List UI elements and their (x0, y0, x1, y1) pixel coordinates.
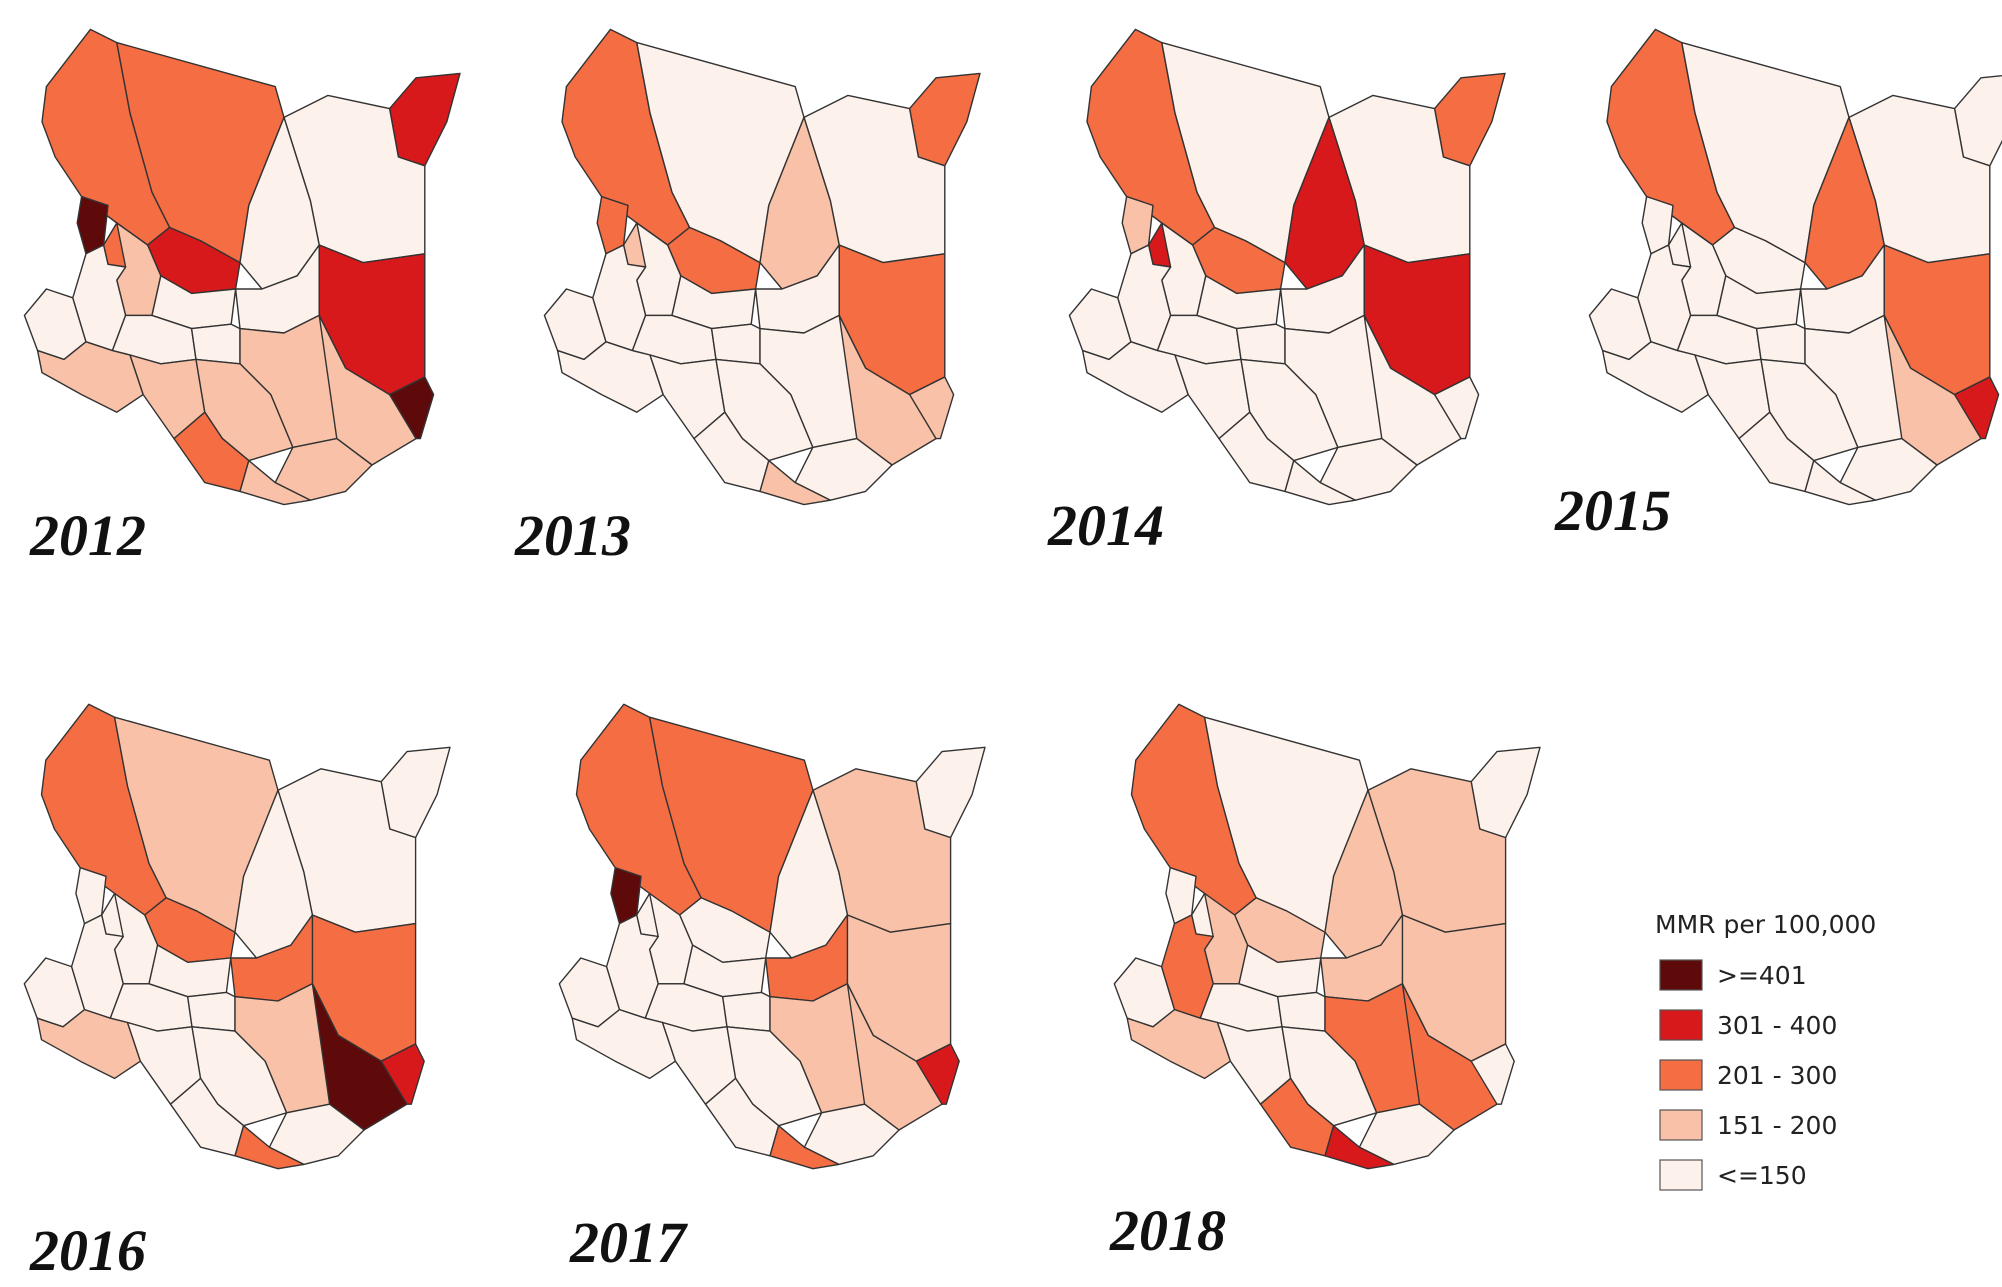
map-panel-2015: 2015 (1554, 28, 2002, 543)
map-panel-2013: 2013 (514, 28, 981, 568)
year-label-2015: 2015 (1554, 478, 1671, 543)
county-embu (1755, 323, 1806, 365)
county-mandera (1433, 72, 1506, 167)
county-embu (722, 991, 771, 1032)
county-marsabit (1681, 41, 1850, 264)
kenya-map-2018 (1113, 703, 1541, 1170)
year-label-2012: 2012 (29, 503, 146, 568)
legend-label-0: >=401 (1717, 961, 1807, 990)
county-lamu (388, 376, 435, 440)
county-mandera (1470, 746, 1541, 839)
map-panel-2016: 2016 (23, 703, 451, 1283)
county-nakuru (605, 914, 659, 1019)
county-mandera (908, 72, 981, 167)
legend-label-4: <=150 (1717, 1161, 1807, 1190)
county-mandera (915, 746, 986, 839)
legend-items: >=401 301 - 400 201 - 300 151 - 200 <=150 (1659, 959, 1837, 1191)
county-lamu (1433, 376, 1480, 440)
legend-swatch-2 (1659, 1059, 1703, 1091)
year-label-2018: 2018 (1109, 1198, 1226, 1263)
legend-swatch-0 (1659, 959, 1703, 991)
county-marsabit (648, 716, 814, 933)
map-panels: 2012 2013 2014 2015 2016 2017 2018 (23, 28, 2002, 1283)
county-marsabit (1203, 716, 1369, 933)
legend-label-2: 201 - 300 (1717, 1061, 1837, 1090)
county-lamu (1953, 376, 2000, 440)
map-panel-2014: 2014 (1047, 28, 1506, 558)
county-lamu (1470, 1043, 1515, 1105)
county-kwale (1324, 1125, 1395, 1170)
county-kwale (239, 459, 312, 506)
map-panel-2012: 2012 (23, 28, 461, 568)
legend-title: MMR per 100,000 (1655, 910, 1876, 939)
legend-label-1: 301 - 400 (1717, 1011, 1837, 1040)
kenya-map-2013 (543, 28, 981, 506)
county-kwale (769, 1125, 840, 1170)
county-marsabit (113, 716, 279, 933)
county-mandera (388, 72, 461, 167)
year-label-2014: 2014 (1047, 493, 1164, 558)
kenya-map-2016 (23, 703, 451, 1170)
county-nakuru (592, 244, 647, 352)
county-nakuru (70, 914, 124, 1019)
year-label-2013: 2013 (514, 503, 631, 568)
county-nakuru (1117, 244, 1172, 352)
map-panel-2018: 2018 (1109, 703, 1541, 1263)
year-label-2017: 2017 (569, 1210, 688, 1275)
kenya-map-2015 (1588, 28, 2002, 506)
county-kwale (1284, 459, 1357, 506)
kenya-map-2017 (558, 703, 986, 1170)
kenya-map-2012 (23, 28, 461, 506)
legend-swatch-3 (1659, 1109, 1703, 1141)
county-embu (1277, 991, 1326, 1032)
county-nakuru (1637, 244, 1692, 352)
map-panel-2017: 2017 (558, 703, 986, 1275)
kenya-map-2014 (1068, 28, 1506, 506)
county-embu (187, 991, 236, 1032)
legend-swatch-1 (1659, 1009, 1703, 1041)
county-lamu (915, 1043, 960, 1105)
county-lamu (380, 1043, 425, 1105)
year-label-2016: 2016 (29, 1218, 146, 1283)
county-embu (1235, 323, 1286, 365)
county-embu (710, 323, 761, 365)
county-nakuru (72, 244, 127, 352)
county-nakuru (1160, 914, 1214, 1019)
county-kwale (759, 459, 832, 506)
county-kwale (234, 1125, 305, 1170)
county-embu (190, 323, 241, 365)
county-kwale (1804, 459, 1877, 506)
county-marsabit (636, 41, 805, 264)
legend-swatch-4 (1659, 1159, 1703, 1191)
county-lamu (908, 376, 955, 440)
county-mandera (380, 746, 451, 839)
legend: MMR per 100,000 >=401 301 - 400 201 - 300 1… (1655, 910, 1876, 1191)
legend-label-3: 151 - 200 (1717, 1111, 1837, 1140)
county-marsabit (116, 41, 285, 264)
county-marsabit (1161, 41, 1330, 264)
